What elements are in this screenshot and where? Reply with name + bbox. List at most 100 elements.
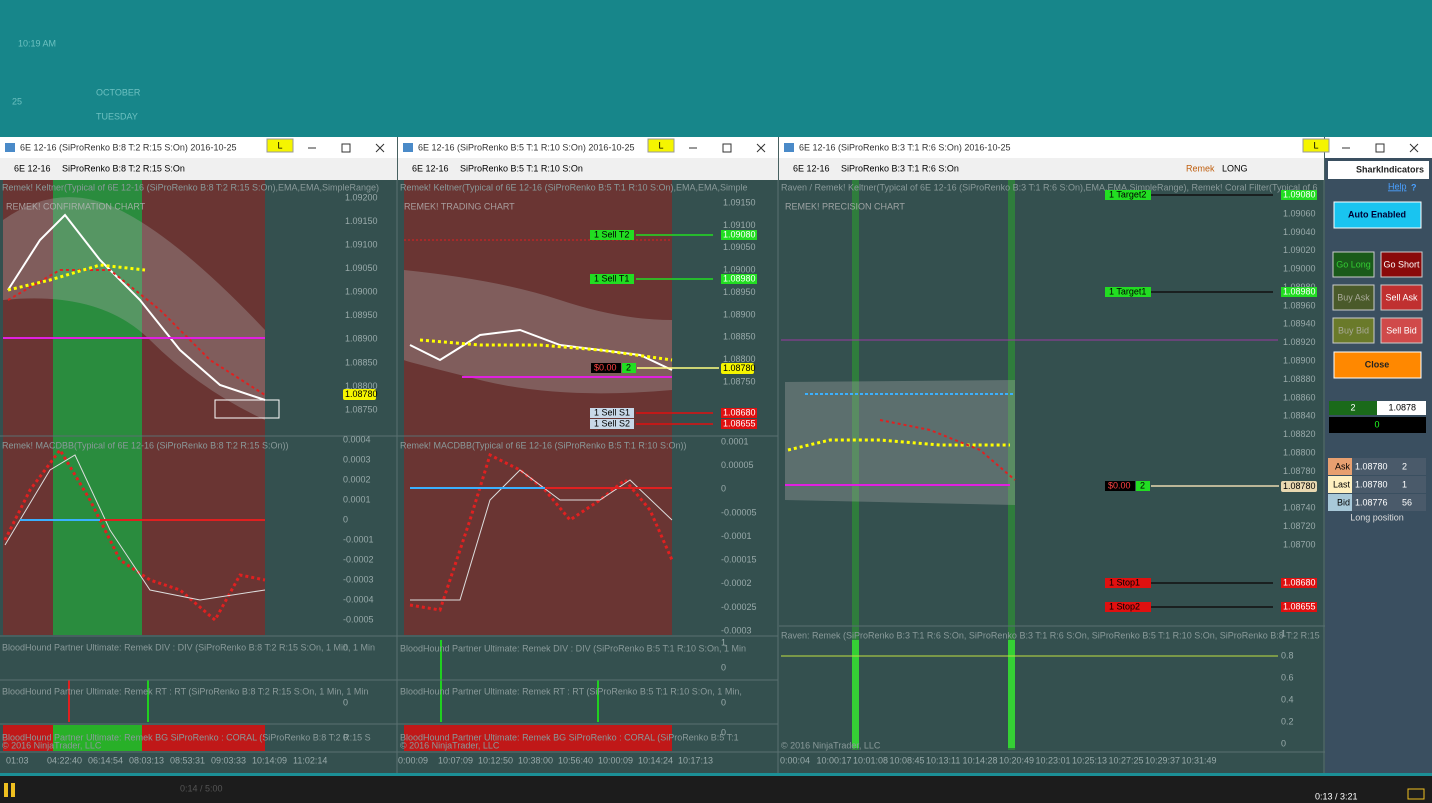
price-tick: 1.08860 [1283,392,1316,402]
panel-label: BloodHound Partner Ultimate: Remek BG Si… [400,732,739,742]
window-icon [403,143,413,152]
panel-tick: 0.2 [1281,716,1294,726]
instrument-select[interactable]: 6E 12-16 [793,163,830,173]
order-label: 1 Stop1 [1109,577,1140,587]
price-tick: 1.08880 [1283,374,1316,384]
instrument-select[interactable]: 6E 12-16 [14,163,51,173]
position-qty: 2 [626,362,631,372]
window-title: 6E 12-16 (SiProRenko B:3 T:1 R:6 S:On) 2… [799,142,1010,152]
quote-label-cell [1328,458,1352,475]
order-tag[interactable] [590,230,634,240]
order-tag[interactable] [1105,578,1151,588]
badge[interactable] [1302,138,1330,153]
time-tick: 10:14:28 [963,755,998,765]
signal-bar [1008,640,1015,748]
price-tick: 1.08900 [1283,355,1316,365]
ema-line [7,213,266,401]
maximize-icon[interactable] [1375,143,1385,153]
session-marker [852,180,859,750]
help-icon[interactable]: ? [1411,182,1417,192]
panel-tick: 0 [1281,738,1286,748]
pnl-tag [591,363,621,373]
order-tag[interactable] [1105,602,1151,612]
panel-tick: 0 [343,697,348,707]
series-select[interactable]: SiProRenko B:3 T:1 R:6 S:On [841,163,959,173]
toolbar [0,158,397,180]
close-button[interactable] [1333,351,1422,379]
order-tag[interactable] [590,274,634,284]
price-tick: 1.08750 [345,404,378,414]
order-label: 1 Sell S2 [594,418,630,428]
chart-name: REMEK! CONFIRMATION CHART [6,201,146,211]
trade-button-label: Sell Ask [1385,292,1418,302]
series-select[interactable]: SiProRenko B:8 T:2 R:15 S:On [62,163,185,173]
auto-button-label: Auto Enabled [1348,209,1406,219]
pause-icon[interactable] [11,783,15,797]
instrument-select[interactable]: 6E 12-16 [412,163,449,173]
price-tick: 1.09040 [1283,227,1316,237]
maximize-icon[interactable] [341,143,351,153]
time-tick: 01:03 [6,755,29,765]
price-tick: 1.09050 [723,242,756,252]
order-tag[interactable] [1105,190,1151,200]
price-tick: 1.08800 [723,354,756,364]
trade-button[interactable] [1380,251,1423,278]
price-tick: 1.08700 [1283,539,1316,549]
price-tick: 1.08820 [1283,429,1316,439]
trade-button[interactable] [1380,284,1423,311]
time-tick: 09:03:33 [211,755,246,765]
player-elapsed: 0:14 / 5:00 [180,783,223,793]
trade-button[interactable] [1332,317,1375,344]
quote-cell: 1.08780 [1355,461,1388,471]
order-price-box [1281,578,1317,588]
price-tick: 1.08750 [723,376,756,386]
time-tick: 04:22:40 [47,755,82,765]
order-label: 1 Stop2 [1109,601,1140,611]
order-tag[interactable] [590,408,634,418]
close-icon[interactable] [375,143,385,153]
pause-icon[interactable] [4,783,8,797]
price-tick: 1.09150 [723,197,756,207]
time-tick: 10:08:45 [890,755,925,765]
pnl-box [1329,417,1426,433]
series-select[interactable]: SiProRenko B:5 T:1 R:10 S:On [460,163,583,173]
badge[interactable] [266,138,294,153]
badge-label: L [277,140,282,150]
time-tick: 10:23:01 [1036,755,1071,765]
badge[interactable] [647,138,675,153]
quote-row [1328,458,1426,475]
maximize-icon[interactable] [722,143,732,153]
close-icon[interactable] [1409,143,1419,153]
title-bar [779,137,1324,158]
fullscreen-icon[interactable] [1407,788,1425,800]
price-tick: 1.09060 [1283,208,1316,218]
close-icon[interactable] [756,143,766,153]
price-tick: 1.08840 [1283,411,1316,421]
macd-tick: -0.00025 [721,602,757,612]
time-tick: 10:38:00 [518,755,553,765]
trade-button[interactable] [1332,284,1375,311]
trade-button[interactable] [1380,317,1423,344]
price-tick: 1.08950 [345,310,378,320]
order-price-box [721,230,757,240]
auto-button[interactable] [1333,201,1422,229]
pnl-tag [1105,481,1135,491]
qty-box [1329,401,1377,415]
ema-line [409,328,673,371]
last-price: 1.08780 [1283,481,1316,491]
panel-tick: 0 [721,697,726,707]
price-box[interactable] [1377,401,1426,415]
price-tick: 1.08940 [1283,319,1316,329]
price-tick: 1.08740 [1283,503,1316,513]
panel-tick: 1 [721,637,726,647]
trade-button[interactable] [1332,251,1375,278]
signal-bar [852,640,859,748]
order-tag[interactable] [1105,287,1151,297]
coral-line [419,338,673,362]
help-link[interactable]: Help [1388,181,1407,191]
close-button-label: Close [1365,359,1390,369]
order-price-box [721,419,757,429]
macd-tick: 0 [343,514,348,524]
order-tag[interactable] [590,419,634,429]
